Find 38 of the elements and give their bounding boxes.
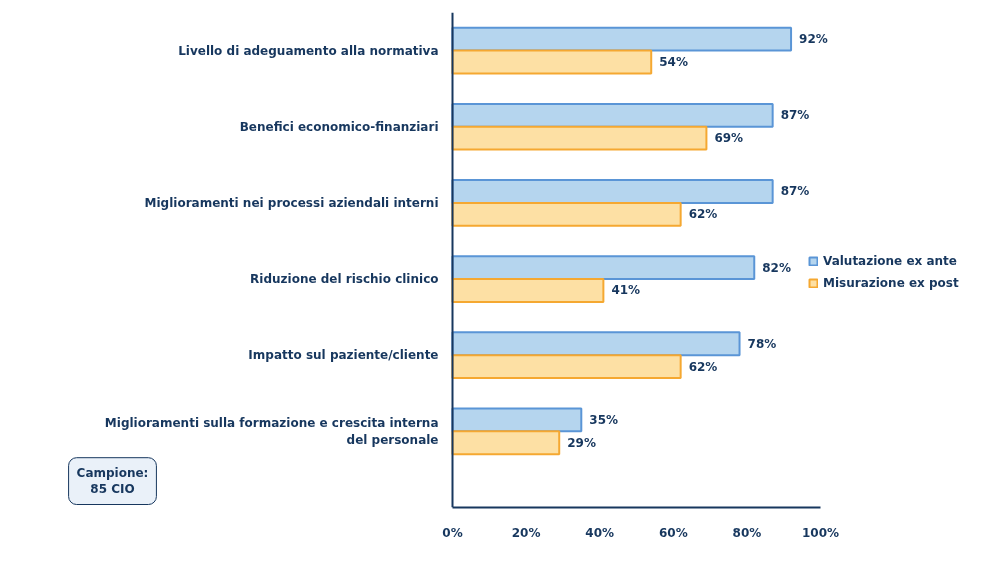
- y-tick-label: Impatto sul paziente/cliente: [248, 348, 439, 363]
- bar: [451, 331, 741, 357]
- data-label: 69%: [714, 131, 744, 146]
- bar: [451, 26, 793, 52]
- bar: [451, 201, 682, 227]
- y-tick-label: Benefici economico-finanziari: [239, 119, 439, 134]
- bar: [451, 179, 774, 204]
- data-label: 82%: [762, 260, 791, 275]
- bar: [451, 278, 605, 303]
- bar: [451, 49, 653, 75]
- data-label: 41%: [611, 283, 641, 298]
- data-label: 62%: [688, 359, 718, 374]
- x-tick-label: 60%: [658, 525, 688, 540]
- x-tick-label: 0%: [442, 525, 463, 540]
- x-tick-label: 20%: [511, 525, 541, 540]
- y-tick-label: Miglioramenti nei processi aziendali interni: [144, 195, 439, 210]
- x-tick-label: 80%: [732, 525, 762, 540]
- y-tick-label: Riduzione del rischio clinico: [250, 272, 439, 287]
- bar: [451, 354, 682, 380]
- data-label: 87%: [780, 184, 810, 199]
- y-tick-label: Miglioramenti sulla formazione e crescita interna del personale: [104, 415, 439, 447]
- data-label: 29%: [567, 435, 596, 450]
- data-label: 54%: [659, 55, 688, 69]
- x-tick-label: 40%: [585, 525, 615, 540]
- bar: [451, 125, 708, 151]
- text: Campione: 85 CIO: [76, 465, 149, 497]
- data-label: 78%: [747, 336, 777, 351]
- bar: [451, 430, 561, 456]
- x-tick-label: 100%: [801, 525, 840, 540]
- y-tick-label: Livello di adeguamento alla normativa: [178, 43, 439, 58]
- bar: [451, 255, 756, 281]
- data-label: 35%: [589, 412, 619, 427]
- legend-label: Valutazione ex ante: [823, 253, 957, 268]
- data-label: 92%: [799, 32, 828, 47]
- bar: [451, 102, 774, 128]
- data-label: 62%: [688, 207, 718, 222]
- data-label: 87%: [780, 108, 810, 123]
- legend-label: Misurazione ex post: [823, 275, 959, 290]
